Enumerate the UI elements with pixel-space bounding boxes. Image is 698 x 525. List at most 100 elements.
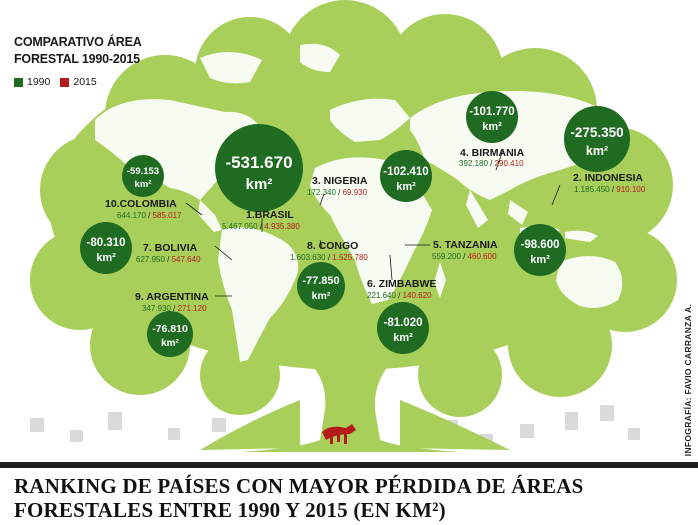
tree-trunk bbox=[200, 340, 510, 452]
tree-map-illustration: -531.670 km² -275.350 km² -102.410 km² -… bbox=[30, 0, 677, 452]
loss-unit-colombia: km² bbox=[135, 179, 152, 190]
svg-text:1.603.630 / 1.525.780: 1.603.630 / 1.525.780 bbox=[290, 253, 368, 262]
loss-value-tanzania: -98.600 bbox=[520, 239, 559, 251]
svg-text:5.467.050 / 4.935.380: 5.467.050 / 4.935.380 bbox=[222, 222, 300, 231]
country-name-zimbabwe: 6. ZIMBABWE bbox=[367, 278, 436, 290]
label-colombia: 10.COLOMBIA 644.170 / 585.017 bbox=[105, 198, 182, 220]
legend-title: COMPARATIVO ÁREA FORESTAL 1990-2015 bbox=[14, 34, 142, 68]
svg-text:559.200 / 460.600: 559.200 / 460.600 bbox=[432, 252, 497, 261]
country-name-brasil: 1.BRASIL bbox=[246, 209, 294, 221]
country-name-bolivia: 7. BOLIVIA bbox=[143, 242, 198, 254]
value-2015-zimbabwe: 140.620 bbox=[403, 291, 432, 300]
headline-line2: FORESTALES ENTRE 1990 Y 2015 (EN KM²) bbox=[14, 498, 446, 522]
value-2015-argentina: 271.120 bbox=[178, 304, 207, 313]
loss-unit-nigeria: km² bbox=[396, 181, 416, 193]
svg-text:172.340 / 69.930: 172.340 / 69.930 bbox=[307, 188, 368, 197]
svg-text:1.185.450 / 910.100: 1.185.450 / 910.100 bbox=[574, 185, 646, 194]
loss-circle-colombia: -59.153 km² bbox=[122, 155, 164, 197]
loss-unit-tanzania: km² bbox=[530, 254, 550, 266]
country-name-congo: 8. CONGO bbox=[307, 240, 358, 252]
loss-circle-tanzania: -98.600 km² bbox=[514, 224, 566, 276]
loss-value-argentina: -76.810 bbox=[152, 323, 188, 335]
label-birmania: 4. BIRMANIA 392.180 / 290.410 bbox=[459, 147, 525, 168]
value-1990-zimbabwe: 221.640 bbox=[367, 291, 396, 300]
value-1990-congo: 1.603.630 bbox=[290, 253, 326, 262]
label-argentina: 9. ARGENTINA 347.930 / 271.120 bbox=[135, 291, 209, 313]
svg-text:347.930 / 271.120: 347.930 / 271.120 bbox=[142, 304, 207, 313]
headline-rule bbox=[0, 462, 698, 468]
value-1990-colombia: 644.170 bbox=[117, 211, 146, 220]
loss-circle-birmania: -101.770 km² bbox=[466, 91, 518, 143]
loss-circles: -531.670 km² -275.350 km² -102.410 km² -… bbox=[80, 91, 630, 357]
svg-text:644.170 / 585.017: 644.170 / 585.017 bbox=[117, 211, 182, 220]
loss-value-birmania: -101.770 bbox=[469, 106, 514, 118]
loss-circle-bolivia: -80.310 km² bbox=[80, 222, 132, 274]
value-1990-indonesia: 1.185.450 bbox=[574, 185, 610, 194]
loss-unit-argentina: km² bbox=[161, 338, 179, 349]
country-name-birmania: 4. BIRMANIA bbox=[460, 147, 525, 159]
loss-unit-bolivia: km² bbox=[96, 252, 116, 264]
country-name-nigeria: 3. NIGERIA bbox=[312, 175, 368, 187]
value-2015-colombia: 585.017 bbox=[153, 211, 182, 220]
label-bolivia: 7. BOLIVIA 627.950 / 547.640 bbox=[136, 242, 201, 264]
country-name-tanzania: 5. TANZANIA bbox=[433, 239, 498, 251]
label-brasil: 1.BRASIL 5.467.050 / 4.935.380 bbox=[222, 209, 300, 231]
legend-title-line2: FORESTAL 1990-2015 bbox=[14, 52, 140, 66]
legend-title-line1: COMPARATIVO ÁREA bbox=[14, 35, 142, 49]
credit: INFOGRAFÍA: FAVIO CARRANZA A. bbox=[682, 300, 694, 460]
logo-mark bbox=[322, 424, 356, 444]
value-2015-brasil: 4.935.380 bbox=[264, 222, 300, 231]
loss-value-brasil: -531.670 bbox=[225, 153, 292, 172]
loss-unit-congo: km² bbox=[312, 290, 331, 302]
loss-unit-birmania: km² bbox=[482, 121, 502, 133]
value-2015-congo: 1.525.780 bbox=[332, 253, 368, 262]
legend-label-2015: 2015 bbox=[73, 76, 97, 88]
value-1990-brasil: 5.467.050 bbox=[222, 222, 258, 231]
credit-text: INFOGRAFÍA: FAVIO CARRANZA A. bbox=[683, 303, 693, 457]
value-1990-tanzania: 559.200 bbox=[432, 252, 461, 261]
value-2015-bolivia: 547.640 bbox=[172, 255, 201, 264]
legend-swatch-1990 bbox=[14, 77, 23, 87]
value-1990-birmania: 392.180 bbox=[459, 159, 488, 168]
loss-value-congo: -77.850 bbox=[302, 275, 339, 287]
loss-value-zimbabwe: -81.020 bbox=[383, 317, 422, 329]
value-2015-nigeria: 69.930 bbox=[343, 188, 368, 197]
value-1990-nigeria: 172.340 bbox=[307, 188, 336, 197]
country-name-argentina: 9. ARGENTINA bbox=[135, 291, 209, 303]
headline-line1: RANKING DE PAÍSES CON MAYOR PÉRDIDA DE Á… bbox=[14, 474, 584, 498]
svg-text:221.640 / 140.620: 221.640 / 140.620 bbox=[367, 291, 432, 300]
svg-text:392.180 / 290.410: 392.180 / 290.410 bbox=[459, 159, 524, 168]
loss-value-indonesia: -275.350 bbox=[570, 125, 623, 140]
loss-circle-zimbabwe: -81.020 km² bbox=[377, 302, 429, 354]
value-1990-argentina: 347.930 bbox=[142, 304, 171, 313]
loss-value-nigeria: -102.410 bbox=[383, 166, 428, 178]
connector-lines bbox=[185, 149, 561, 297]
value-2015-birmania: 290.410 bbox=[495, 159, 524, 168]
label-indonesia: 2. INDONESIA 1.185.450 / 910.100 bbox=[573, 172, 646, 194]
value-2015-tanzania: 460.600 bbox=[468, 252, 497, 261]
loss-circle-nigeria: -102.410 km² bbox=[380, 150, 432, 202]
loss-circle-brasil: -531.670 km² bbox=[215, 124, 303, 212]
loss-unit-zimbabwe: km² bbox=[393, 332, 413, 344]
value-1990-bolivia: 627.950 bbox=[136, 255, 165, 264]
loss-unit-indonesia: km² bbox=[586, 144, 608, 158]
country-name-indonesia: 2. INDONESIA bbox=[573, 172, 643, 184]
label-congo: 8. CONGO 1.603.630 / 1.525.780 bbox=[290, 240, 368, 262]
headline: RANKING DE PAÍSES CON MAYOR PÉRDIDA DE Á… bbox=[14, 474, 583, 522]
label-nigeria: 3. NIGERIA 172.340 / 69.930 bbox=[307, 175, 368, 197]
legend: 1990 2015 bbox=[14, 76, 97, 88]
label-tanzania: 5. TANZANIA 559.200 / 460.600 bbox=[432, 239, 498, 261]
value-2015-indonesia: 910.100 bbox=[616, 185, 645, 194]
svg-text:627.950 / 547.640: 627.950 / 547.640 bbox=[136, 255, 201, 264]
country-labels: 1.BRASIL 5.467.050 / 4.935.380 2. INDONE… bbox=[105, 147, 646, 313]
loss-circle-congo: -77.850 km² bbox=[297, 262, 345, 310]
loss-value-bolivia: -80.310 bbox=[86, 237, 125, 249]
label-zimbabwe: 6. ZIMBABWE 221.640 / 140.620 bbox=[367, 278, 436, 300]
legend-label-1990: 1990 bbox=[27, 76, 51, 88]
loss-value-colombia: -59.153 bbox=[127, 166, 159, 177]
loss-circle-indonesia: -275.350 km² bbox=[564, 106, 630, 172]
loss-circle-argentina: -76.810 km² bbox=[147, 311, 193, 357]
country-name-colombia: 10.COLOMBIA bbox=[105, 198, 177, 210]
legend-swatch-2015 bbox=[60, 77, 70, 87]
loss-unit-brasil: km² bbox=[246, 176, 273, 193]
